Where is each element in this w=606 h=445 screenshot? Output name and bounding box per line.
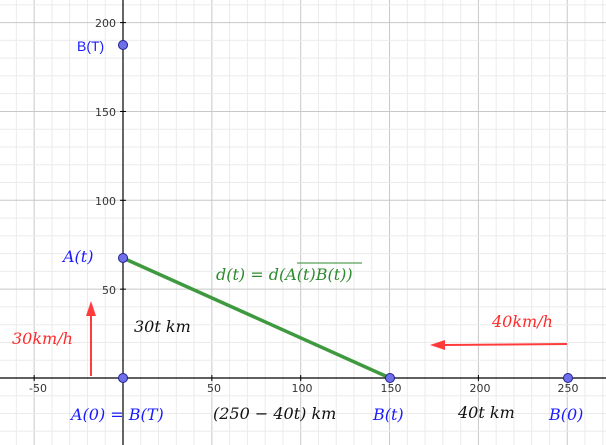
- label-b-of-t: B(t): [372, 405, 404, 424]
- y-tick-200: 200: [95, 17, 116, 30]
- label-distance-formula: d(t) = d(A(t)B(t)): [216, 265, 353, 284]
- label-right-distance: 40t km: [457, 403, 515, 422]
- x-tick-50: 50: [207, 382, 221, 395]
- label-b0: B(0): [548, 405, 583, 424]
- label-speed-b: 40km/h: [491, 312, 553, 331]
- tick-labels: -50 50 100 150 200 250 50 100 150 200: [29, 17, 578, 395]
- point-b-of-t[interactable]: [385, 373, 395, 383]
- label-a-t: A(t): [61, 247, 93, 266]
- x-tick-150: 150: [381, 382, 402, 395]
- label-left-distance: (250 − 40t) km: [213, 404, 336, 423]
- y-tick-150: 150: [95, 106, 116, 119]
- arrow-head-left-icon: [430, 340, 445, 350]
- label-a0-bt: A(0) = B(T): [69, 405, 164, 424]
- y-tick-100: 100: [95, 195, 116, 208]
- x-tick-200: 200: [470, 382, 491, 395]
- x-tick-100: 100: [292, 382, 313, 395]
- distance-segment[interactable]: [121, 256, 392, 380]
- y-tick-50: 50: [102, 284, 116, 297]
- arrow-head-up-icon: [86, 301, 96, 316]
- label-speed-a: 30km/h: [12, 329, 73, 348]
- point-a-t[interactable]: [118, 253, 128, 263]
- x-tick-neg50: -50: [29, 382, 47, 395]
- speed-arrow-b: [430, 340, 568, 350]
- label-vertical-distance: 30t km: [134, 317, 191, 336]
- point-b0[interactable]: [563, 373, 573, 383]
- point-a0-bt[interactable]: [118, 373, 128, 383]
- speed-arrow-a: [86, 301, 96, 376]
- point-b-t[interactable]: [118, 40, 128, 50]
- label-b-t: B(T): [77, 38, 104, 54]
- x-tick-250: 250: [558, 382, 579, 395]
